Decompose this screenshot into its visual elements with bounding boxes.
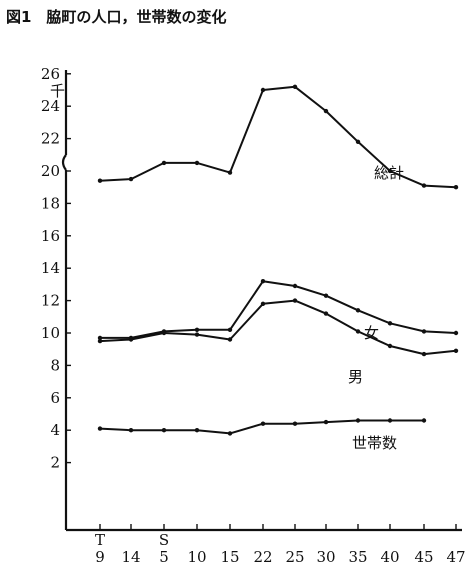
data-point <box>292 283 298 289</box>
series-female <box>97 279 459 341</box>
data-point <box>355 329 361 334</box>
data-point <box>260 279 266 284</box>
data-point <box>387 321 393 326</box>
data-point <box>128 176 134 182</box>
y-tick-label: 4 <box>50 421 60 439</box>
series-line <box>99 85 457 189</box>
data-point <box>355 139 361 144</box>
y-tick-label: 8 <box>50 356 60 374</box>
data-point <box>387 168 393 174</box>
y-tick-label: 20 <box>41 162 60 180</box>
data-point <box>292 84 298 90</box>
data-point <box>453 348 459 353</box>
series-layer <box>97 84 459 436</box>
data-point <box>421 183 427 188</box>
x-tick-label: 30 <box>316 548 335 566</box>
x-tick-label: 9 <box>95 548 105 566</box>
data-point <box>292 298 298 303</box>
y-axis: 千 <box>50 70 68 530</box>
x-tick-label: 5 <box>159 548 169 566</box>
data-point <box>387 418 393 423</box>
data-point <box>161 160 167 166</box>
x-tick-label: 15 <box>220 548 239 566</box>
x-era-label: S <box>159 531 169 549</box>
data-point <box>227 431 233 436</box>
data-point <box>227 327 233 332</box>
data-point <box>194 332 200 337</box>
data-point <box>194 428 200 433</box>
y-tick-label: 16 <box>41 227 60 245</box>
x-tick-label: 47 <box>446 548 465 566</box>
y-tick-label: 14 <box>41 259 60 277</box>
label-female: 女 <box>364 324 379 342</box>
data-point <box>128 337 134 342</box>
x-tick-label: 40 <box>380 548 399 566</box>
data-point <box>194 327 200 332</box>
x-ticks: 9 14 5 10 15 22 25 30 35 40 45 47 T S <box>95 524 466 566</box>
data-point <box>128 428 134 433</box>
x-tick-label: 14 <box>121 548 140 566</box>
data-point <box>227 170 233 175</box>
x-tick-label: 22 <box>253 548 272 566</box>
y-tick-label: 12 <box>41 292 60 310</box>
data-point <box>97 178 103 183</box>
label-male: 男 <box>348 368 363 386</box>
data-point <box>227 337 233 342</box>
data-point <box>421 418 427 423</box>
y-tick-label: 24 <box>41 97 60 115</box>
data-point <box>292 421 298 426</box>
x-tick-label: 25 <box>285 548 304 566</box>
data-point <box>323 293 329 298</box>
data-point <box>260 421 266 426</box>
y-unit-label: 千 <box>50 82 65 100</box>
x-tick-label: 35 <box>348 548 367 566</box>
data-point <box>161 330 167 336</box>
data-point <box>194 160 200 166</box>
label-total: 総計 <box>374 164 404 182</box>
series-male <box>97 298 459 357</box>
y-tick-label: 6 <box>50 389 60 407</box>
series-households <box>97 418 427 436</box>
data-point <box>323 419 329 425</box>
label-households: 世帯数 <box>352 434 397 452</box>
data-point <box>260 301 266 306</box>
y-tick-label: 18 <box>41 194 60 212</box>
data-point <box>323 108 329 114</box>
x-tick-label: 45 <box>414 548 433 566</box>
data-point <box>97 338 103 344</box>
series-total <box>97 84 459 190</box>
data-point <box>387 343 393 349</box>
y-tick-label: 10 <box>41 324 60 342</box>
data-point <box>421 329 427 334</box>
series-line <box>100 280 457 339</box>
data-point <box>161 428 167 433</box>
y-tick-label: 2 <box>50 454 60 472</box>
data-point <box>355 418 361 423</box>
x-era-label: T <box>95 531 105 549</box>
series-line <box>99 299 457 356</box>
x-tick-label: 10 <box>187 548 206 566</box>
data-point <box>97 335 103 341</box>
data-point <box>260 87 266 93</box>
figure-title: 図1 脇町の人口，世帯数の変化 <box>6 8 226 26</box>
data-point <box>355 308 361 313</box>
data-point <box>421 351 427 357</box>
data-point <box>97 426 103 431</box>
y-tick-label: 22 <box>41 130 60 148</box>
data-point <box>323 311 329 316</box>
y-tick-label: 26 <box>41 65 60 83</box>
data-point <box>453 330 459 336</box>
data-point <box>453 185 459 190</box>
y-axis-break <box>61 154 67 171</box>
